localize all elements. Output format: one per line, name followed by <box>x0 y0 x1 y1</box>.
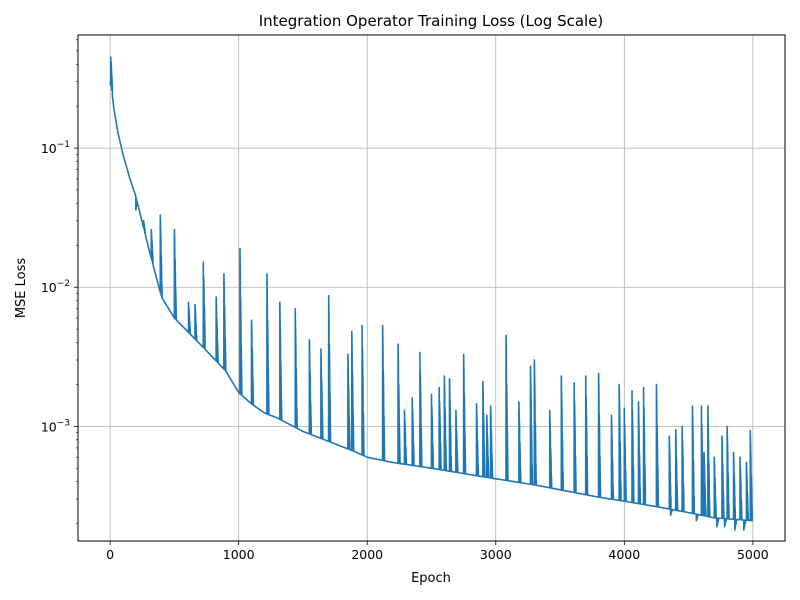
x-tick-label: 0 <box>106 547 114 562</box>
y-tick-label: 10−3 <box>41 418 70 434</box>
x-tick-label: 3000 <box>480 547 512 562</box>
x-tick-label: 2000 <box>351 547 383 562</box>
plot-frame <box>77 34 786 542</box>
y-tick-label: 10−1 <box>41 140 70 156</box>
x-axis-ticks: 0 1000 2000 3000 4000 5000 <box>106 541 769 562</box>
loss-curve <box>109 56 754 531</box>
x-tick-label: 4000 <box>608 547 640 562</box>
x-tick-label: 1000 <box>223 547 255 562</box>
y-axis-ticks: 10−1 10−2 10−3 <box>41 140 78 434</box>
y-axis-label: MSE Loss <box>14 258 29 319</box>
data-series <box>109 56 754 531</box>
y-tick-label: 10−2 <box>41 279 70 295</box>
x-axis-label: Epoch <box>411 571 451 586</box>
x-tick-label: 5000 <box>737 547 769 562</box>
chart-title: Integration Operator Training Loss (Log … <box>259 12 604 30</box>
